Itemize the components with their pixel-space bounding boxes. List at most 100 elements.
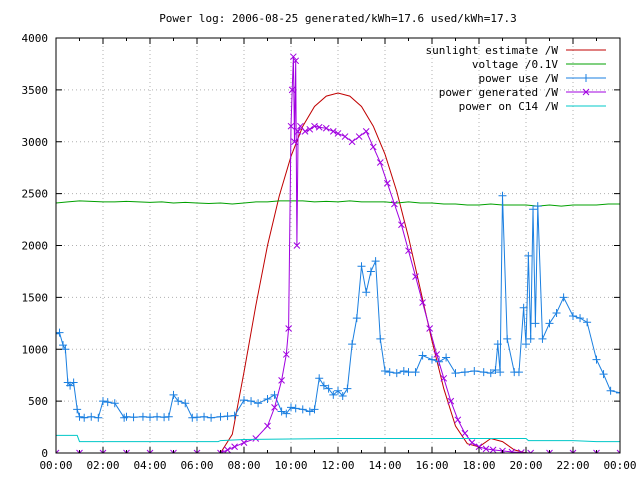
- data-point: [334, 130, 342, 137]
- legend-marker: [582, 74, 590, 82]
- data-point: [405, 247, 412, 255]
- series-3: [56, 53, 620, 453]
- data-point: [217, 449, 224, 453]
- data-point: [138, 412, 147, 421]
- data-point: [470, 367, 479, 376]
- data-point: [301, 128, 309, 135]
- data-point: [343, 384, 352, 393]
- data-point: [468, 439, 476, 446]
- data-point: [366, 267, 375, 276]
- data-point: [288, 86, 296, 94]
- x-tick-label: 16:00: [415, 459, 448, 472]
- legend-marker: [582, 88, 590, 96]
- series-4: [56, 434, 620, 443]
- y-tick-label: 0: [41, 447, 48, 460]
- data-point: [447, 397, 455, 405]
- data-point: [576, 314, 585, 323]
- series-2: [56, 191, 620, 422]
- legend-label: power on C14 /W: [459, 100, 559, 113]
- axis-ticks: 00:00 02:00 04:00 06:00 08:00 10:00 12:00 14:00…: [22, 32, 637, 472]
- data-point: [531, 319, 540, 328]
- x-tick-label: 18:00: [462, 459, 495, 472]
- data-point: [545, 319, 554, 328]
- data-point: [287, 403, 295, 412]
- y-tick-label: 3000: [22, 136, 49, 149]
- data-point: [193, 413, 201, 422]
- data-point: [278, 377, 285, 384]
- data-point: [546, 449, 553, 453]
- data-point: [315, 374, 324, 383]
- data-point: [169, 390, 178, 399]
- data-point: [99, 397, 107, 406]
- data-point: [277, 407, 286, 416]
- data-point: [355, 133, 363, 140]
- data-point: [357, 262, 366, 271]
- data-point: [569, 449, 577, 453]
- data-point: [482, 445, 490, 453]
- data-point: [56, 328, 64, 337]
- data-point: [348, 340, 357, 349]
- data-point: [293, 242, 301, 249]
- data-point: [552, 308, 561, 317]
- x-tick-label: 00:00: [39, 459, 72, 472]
- data-point: [164, 412, 173, 421]
- data-point: [399, 367, 408, 376]
- data-point: [240, 396, 248, 405]
- data-point: [129, 413, 138, 422]
- data-point: [224, 446, 231, 453]
- data-point: [362, 128, 370, 135]
- data-point: [522, 340, 530, 349]
- y-tick-label: 1500: [22, 291, 49, 304]
- data-point: [606, 386, 615, 395]
- data-point: [404, 368, 413, 377]
- data-point: [146, 413, 154, 422]
- data-point: [289, 53, 297, 61]
- data-point: [305, 407, 314, 416]
- data-point: [322, 124, 330, 132]
- data-point: [294, 128, 302, 135]
- data-point: [252, 435, 260, 442]
- data-point: [334, 386, 342, 395]
- data-point: [461, 429, 469, 437]
- data-point: [310, 405, 319, 414]
- x-tick-label: 02:00: [86, 459, 119, 472]
- data-point: [123, 449, 130, 453]
- x-tick-label: 10:00: [274, 459, 307, 472]
- data-point: [508, 448, 516, 453]
- data-point: [392, 369, 401, 378]
- data-point: [599, 370, 608, 379]
- x-tick-label: 12:00: [321, 459, 354, 472]
- data-point: [73, 405, 82, 414]
- data-point: [616, 449, 620, 453]
- x-tick-label: 14:00: [368, 459, 401, 472]
- data-point: [419, 299, 426, 306]
- data-point: [592, 355, 601, 364]
- data-point: [270, 390, 279, 399]
- data-point: [200, 412, 209, 421]
- data-point: [524, 251, 533, 260]
- series-layer: [56, 53, 620, 453]
- data-point: [442, 353, 451, 362]
- data-point: [207, 413, 216, 422]
- x-tick-label: 08:00: [227, 459, 260, 472]
- series-line: [56, 434, 620, 443]
- data-point: [181, 399, 190, 408]
- data-point: [411, 368, 420, 377]
- data-point: [223, 412, 232, 421]
- data-point: [216, 412, 225, 421]
- data-point: [76, 449, 83, 453]
- data-point: [517, 449, 525, 453]
- data-point: [559, 293, 568, 302]
- x-tick-label: 00:00: [603, 459, 636, 472]
- data-point: [503, 334, 512, 343]
- x-tick-label: 22:00: [556, 459, 589, 472]
- x-tick-label: 06:00: [180, 459, 213, 472]
- data-point: [381, 367, 389, 376]
- data-point: [240, 439, 248, 446]
- legend-label: power use /W: [479, 72, 559, 85]
- data-point: [146, 449, 154, 453]
- data-point: [475, 443, 483, 451]
- data-point: [94, 413, 103, 422]
- data-point: [348, 138, 356, 146]
